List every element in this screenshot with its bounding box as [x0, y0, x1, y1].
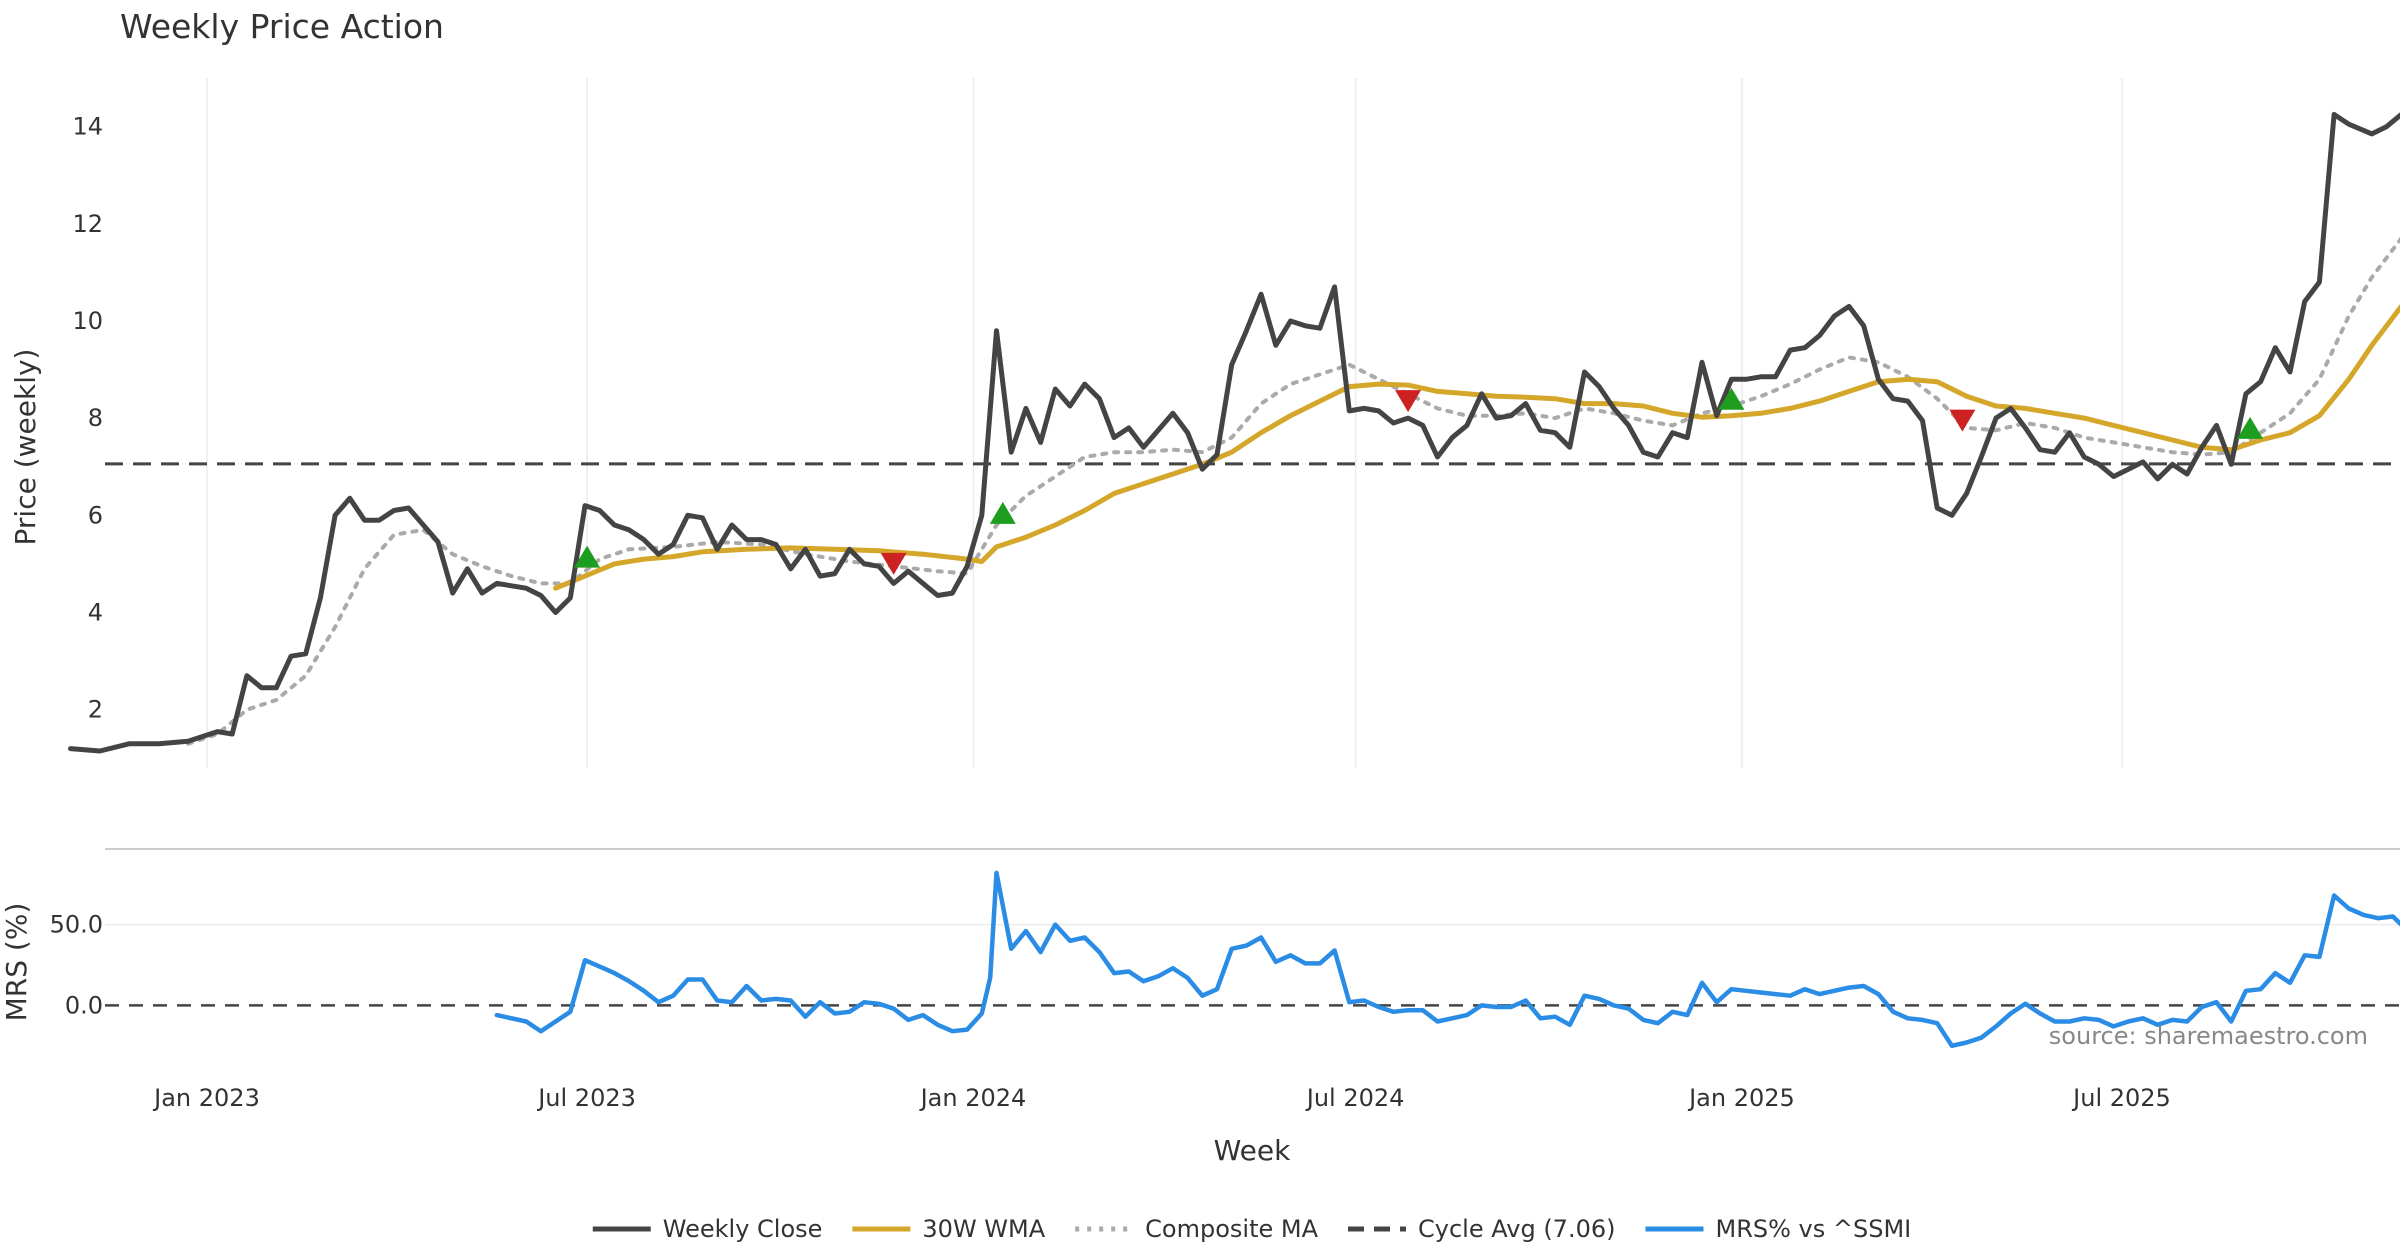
legend-label-cycle-avg-7-06: Cycle Avg (7.06) [1418, 1215, 1615, 1243]
mrs-panel: 0.0 50.0 MRS (%) source: sharemaestro.com [0, 870, 2400, 1050]
series-30w-wma [553, 304, 2400, 591]
mrs-y-axis-label: MRS (%) [0, 903, 33, 1022]
series-mrs-vs-ssmi [494, 870, 2400, 1049]
signal-markers [574, 387, 2264, 575]
sell-signal-2 [1949, 409, 1976, 432]
legend-label-composite-ma: Composite MA [1145, 1215, 1318, 1243]
price-y-tick-14: 14 [72, 113, 103, 141]
mrs-series-group [494, 870, 2400, 1049]
x-tick-jul-2025: Jul 2025 [2071, 1084, 2171, 1112]
legend-label-mrs-vs-ssmi: MRS% vs ^SSMI [1715, 1215, 1911, 1243]
price-y-tick-8: 8 [88, 404, 103, 432]
x-tick-jan-2024: Jan 2024 [919, 1084, 1027, 1112]
buy-signal-1 [989, 501, 1016, 524]
price-panel: 2 4 6 8 10 12 14 Price (weekly) [9, 78, 2400, 768]
mrs-gridlines: 0.0 50.0 [50, 911, 2400, 1019]
price-y-axis-label: Price (weekly) [9, 349, 42, 546]
price-y-tick-12: 12 [72, 210, 103, 238]
legend-label-30w-wma: 30W WMA [922, 1215, 1045, 1243]
mrs-y-tick-0: 0.0 [65, 991, 103, 1019]
series-composite-ma [186, 236, 2400, 746]
x-tick-jan-2025: Jan 2025 [1687, 1084, 1795, 1112]
mrs-y-tick-1: 50.0 [50, 911, 103, 939]
chart-title: Weekly Price Action [120, 7, 444, 46]
price-series-group [68, 111, 2400, 754]
buy-signal-2 [1718, 387, 1745, 410]
sell-signal-1 [1395, 390, 1422, 413]
legend: Weekly Close 30W WMA Composite MA Cycle Avg… [592, 1215, 1911, 1243]
x-axis-ticks: Jan 2023 Jul 2023 Jan 2024 Jul 2024 Jan 2025… [152, 1084, 2171, 1112]
legend-label-weekly-close: Weekly Close [663, 1215, 823, 1243]
x-tick-jan-2023: Jan 2023 [152, 1084, 260, 1112]
x-tick-jul-2024: Jul 2024 [1305, 1084, 1405, 1112]
sell-signal-0 [880, 552, 907, 575]
buy-signal-0 [574, 545, 601, 568]
buy-signal-3 [2237, 416, 2264, 439]
price-gridlines [206, 78, 2123, 768]
price-y-tick-10: 10 [72, 307, 103, 335]
x-axis-label: Week [1214, 1134, 1291, 1167]
price-y-ticks: 2 4 6 8 10 12 14 [72, 113, 103, 724]
price-y-tick-2: 2 [88, 696, 103, 724]
series-weekly-close [68, 111, 2400, 754]
price-y-tick-6: 6 [88, 501, 103, 529]
price-y-tick-4: 4 [88, 599, 103, 627]
source-note: source: sharemaestro.com [2049, 1022, 2368, 1050]
x-tick-jul-2023: Jul 2023 [536, 1084, 636, 1112]
